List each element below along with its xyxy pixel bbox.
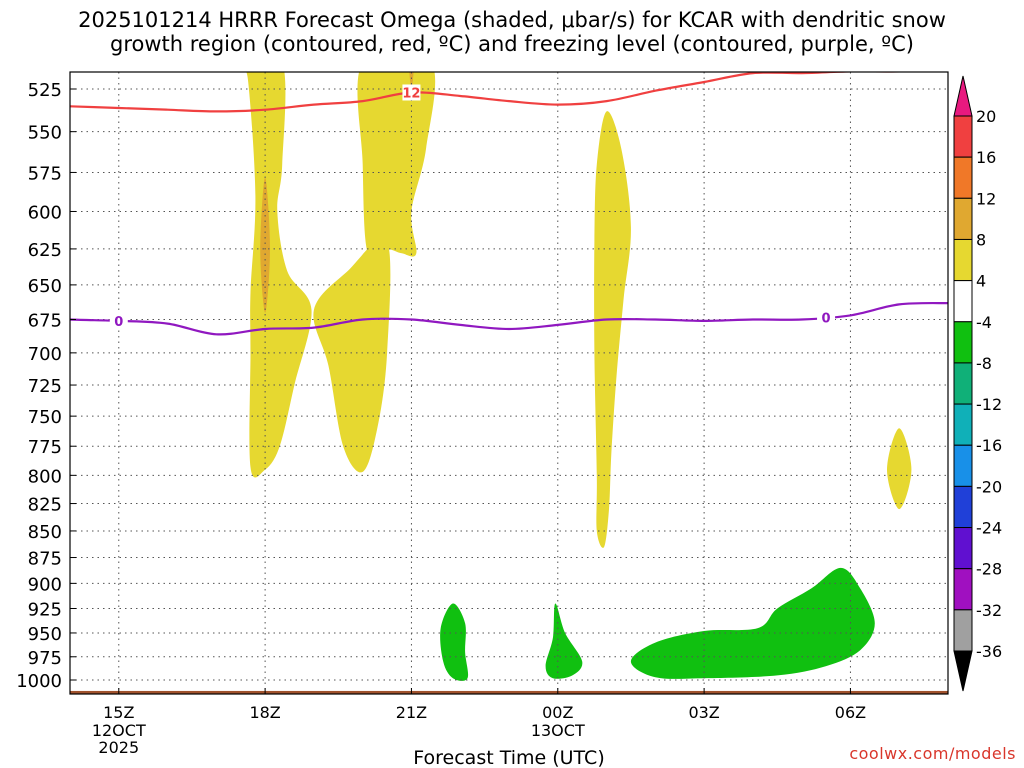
omega-shaded-region-6 — [409, 72, 414, 89]
x-axis-label: Forecast Time (UTC) — [413, 747, 604, 768]
colorbar-segment — [953, 321, 973, 364]
colorbar-segment — [953, 238, 973, 282]
colorbar-segment — [953, 568, 973, 611]
contour-label-bg — [109, 312, 128, 329]
colorbar-bottom-triangle — [953, 650, 973, 692]
watermark: coolwx.com/models — [849, 744, 1016, 763]
y-tick-label: 700 — [28, 344, 62, 365]
colorbar-segment — [953, 609, 973, 652]
y-tick-label: 850 — [28, 522, 62, 543]
omega-shaded-region-3 — [594, 111, 631, 548]
x-tick-label: 15Z — [103, 703, 134, 722]
colorbar-label: 8 — [976, 230, 986, 249]
y-tick-label: 575 — [28, 163, 62, 184]
omega-shaded-region-2 — [357, 72, 436, 258]
x-tick-label: 18Z — [249, 703, 280, 722]
colorbar-segment — [953, 444, 973, 487]
colorbar-label: 4 — [976, 272, 986, 291]
colorbar-segment — [953, 362, 973, 405]
contour-label: 0 — [114, 315, 123, 330]
colorbar-segment — [953, 197, 973, 240]
y-tick-label: 950 — [28, 624, 62, 645]
contour-label: 12 — [402, 86, 420, 101]
colorbar-label: -16 — [976, 436, 1002, 455]
colorbar-label: 20 — [976, 107, 996, 126]
contour-label: 0 — [822, 311, 831, 326]
colorbar-segment — [953, 280, 973, 323]
omega-shaded-region-4 — [887, 428, 912, 510]
y-tick-label: 900 — [28, 574, 62, 595]
colorbar-label: -20 — [976, 477, 1002, 496]
contour-line-0 — [70, 72, 917, 113]
colorbar-label: -12 — [976, 395, 1002, 414]
y-tick-label: 975 — [28, 648, 62, 669]
colorbar-label: -4 — [976, 313, 992, 332]
y-tick-label: 925 — [28, 599, 62, 620]
y-tick-label: 825 — [28, 495, 62, 516]
x-tick-sublabel: 2025 — [98, 738, 139, 757]
contour-label-bg — [402, 84, 421, 101]
colorbar-segment — [953, 527, 973, 570]
x-tick-sublabel: 13OCT — [531, 721, 585, 740]
ground-band — [70, 690, 948, 694]
x-tick-label: 03Z — [688, 703, 719, 722]
omega-shaded-region-7 — [440, 603, 469, 681]
y-tick-label: 550 — [28, 123, 62, 144]
colorbar-label: -8 — [976, 354, 992, 373]
y-tick-label: 725 — [28, 376, 62, 397]
contour-label-bg — [817, 309, 836, 326]
chart-title: 2025101214 HRRR Forecast Omega (shaded, … — [78, 8, 946, 56]
colorbar-label: 12 — [976, 189, 996, 208]
contour-line-1 — [70, 301, 948, 336]
colorbar-top-triangle — [953, 75, 973, 117]
y-tick-label: 650 — [28, 276, 62, 297]
x-tick-label: 06Z — [835, 703, 866, 722]
colorbar-label: -32 — [976, 601, 1002, 620]
y-tick-label: 525 — [28, 80, 62, 101]
colorbar-segment — [953, 115, 973, 158]
omega-shaded-region-9 — [630, 567, 875, 679]
plot-frame — [69, 71, 949, 695]
x-tick-sublabel: 12OCT — [92, 721, 146, 740]
colorbar-label: -24 — [976, 519, 1002, 538]
omega-shaded-region-1 — [313, 238, 391, 473]
colorbar-segment — [953, 485, 973, 529]
y-tick-label: 775 — [28, 437, 62, 458]
colorbar-segment — [953, 403, 973, 446]
colorbar-label: -36 — [976, 642, 1002, 661]
y-tick-label: 675 — [28, 311, 62, 332]
omega-shaded-region-8 — [545, 603, 583, 679]
colorbar-label: -28 — [976, 560, 1002, 579]
omega-shaded-region-0 — [246, 72, 312, 478]
x-tick-label: 21Z — [396, 703, 427, 722]
y-tick-label: 600 — [28, 202, 62, 223]
y-tick-label: 625 — [28, 240, 62, 261]
y-tick-label: 875 — [28, 549, 62, 570]
y-tick-label: 750 — [28, 407, 62, 428]
y-tick-label: 1000 — [16, 671, 62, 692]
colorbar-segment — [953, 156, 973, 199]
colorbar-label: 16 — [976, 148, 996, 167]
x-tick-label: 00Z — [542, 703, 573, 722]
y-tick-label: 800 — [28, 466, 62, 487]
